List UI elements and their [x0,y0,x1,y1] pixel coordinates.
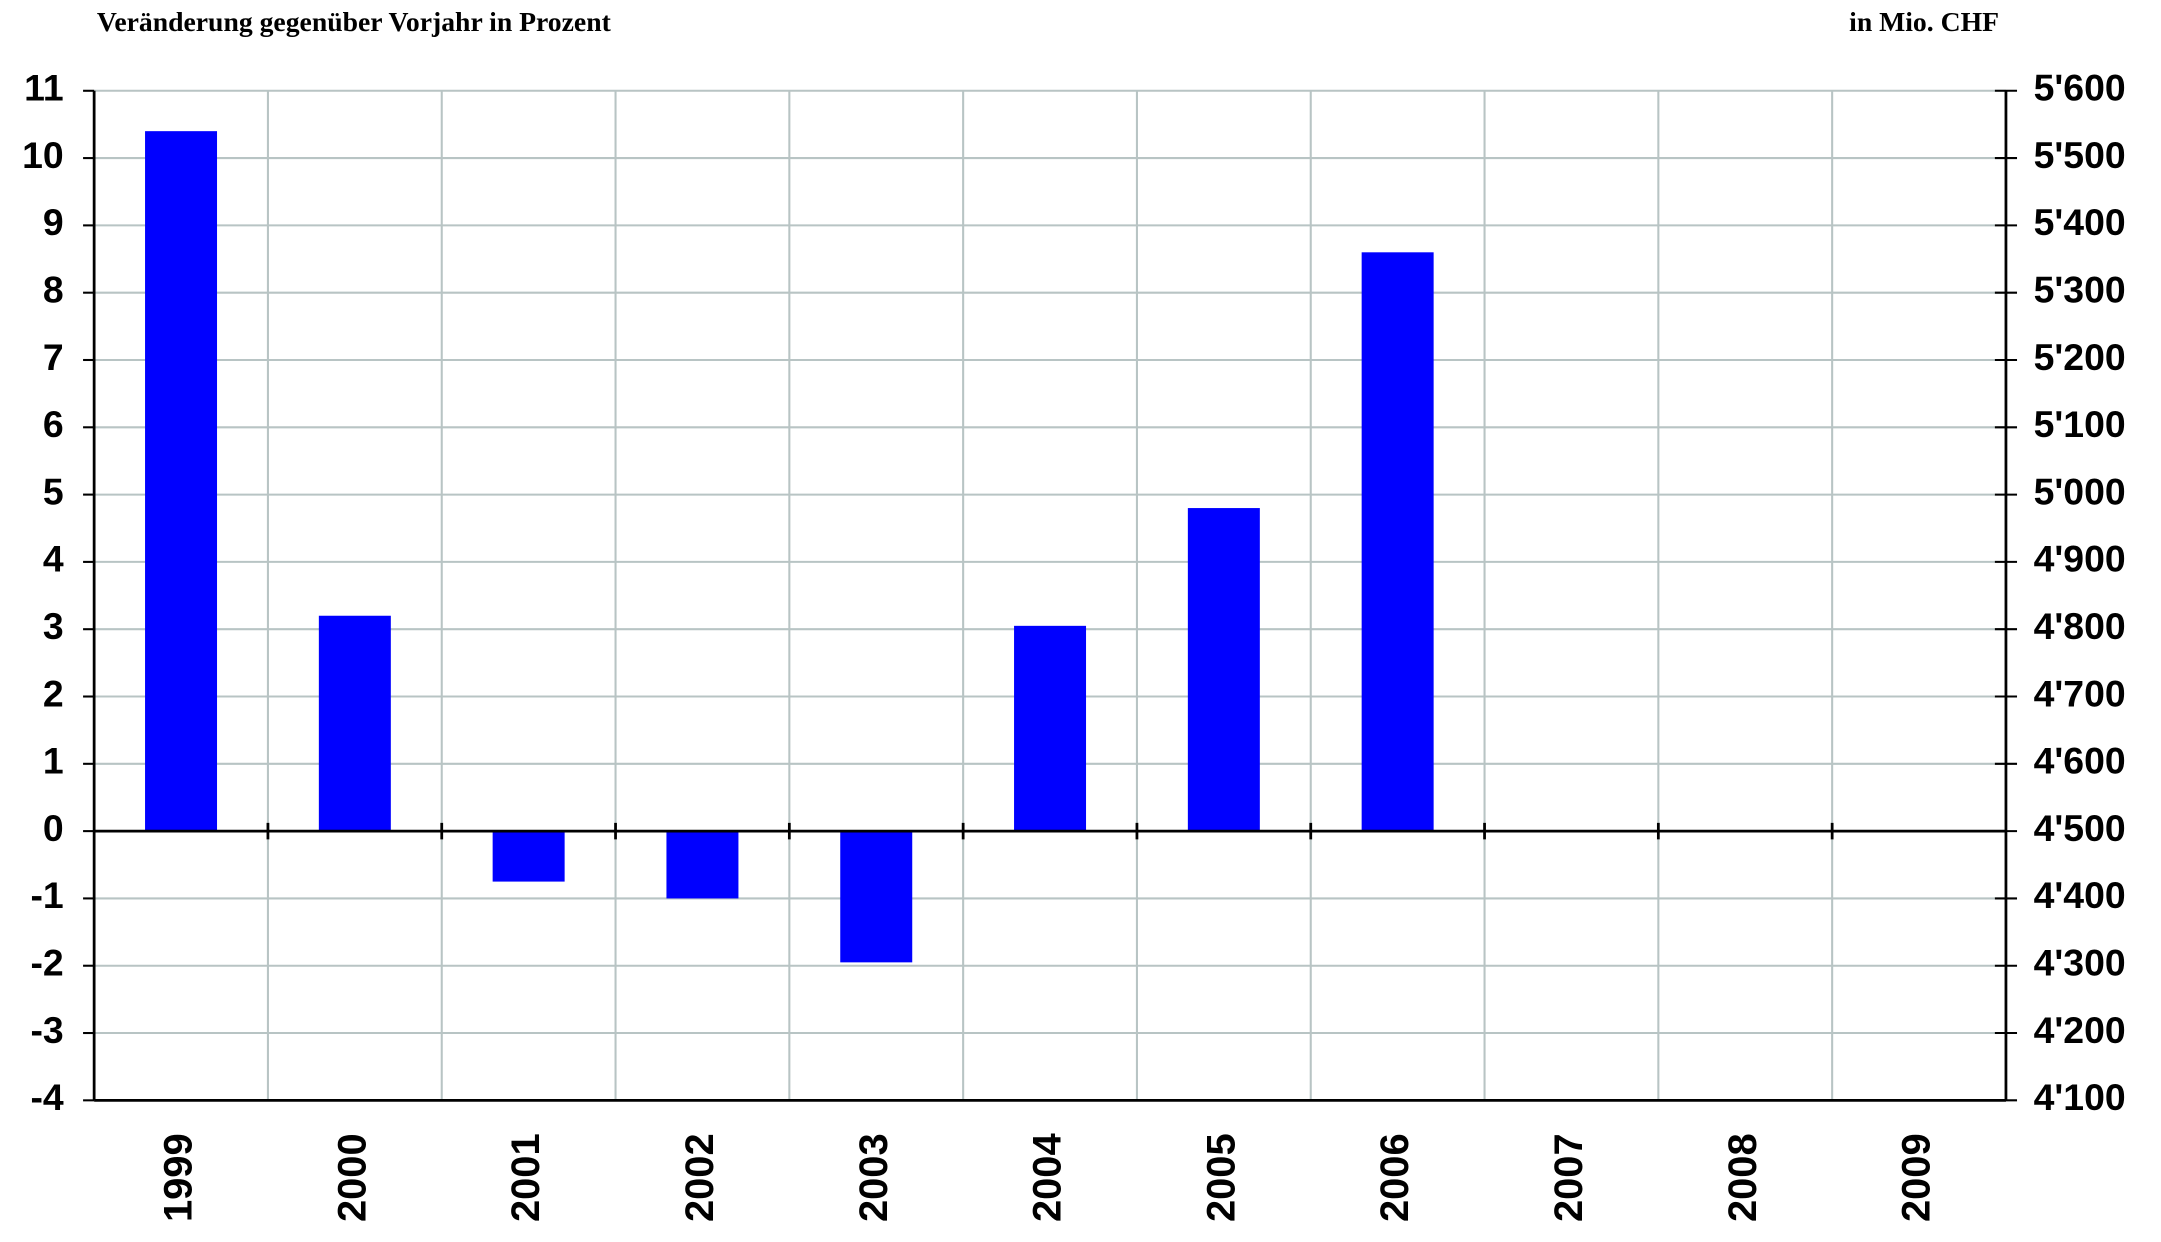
y-tick-label: 7 [43,336,64,378]
y-tick-label: -1 [30,874,63,916]
y-tick-label: 8 [43,269,64,311]
bar [666,831,739,899]
x-tick-label: 2009 [1895,1133,1939,1222]
y2-tick-label: 4'600 [2034,740,2126,782]
y-tick-label: -4 [30,1076,64,1118]
y-tick-label: 9 [43,201,64,243]
bar [318,615,391,832]
bar [1014,625,1087,832]
x-tick-label: 2008 [1721,1133,1765,1222]
y-tick-label: -2 [30,942,63,984]
y2-tick-label: 5'600 [2034,67,2126,109]
chart-title: Veränderung gegenüber Vorjahr in Prozent [97,6,612,37]
x-tick-label: 2006 [1373,1133,1417,1222]
bar [1361,252,1434,832]
y-tick-label: 10 [22,134,64,176]
y2-tick-label: 4'700 [2034,672,2126,714]
y-tick-label: 5 [43,471,64,513]
y-tick-label: 4 [43,538,64,580]
y2-tick-label: 5'300 [2034,269,2126,311]
y2-tick-label: 4'200 [2034,1009,2126,1051]
y-tick-label: -3 [30,1009,63,1051]
y2-tick-label: 5'000 [2034,471,2126,513]
y2-tick-label: 5'100 [2034,403,2126,445]
y2-tick-label: 4'500 [2034,807,2126,849]
x-tick-label: 2005 [1199,1133,1243,1222]
bar [840,831,913,963]
y2-tick-label: 4'400 [2034,874,2126,916]
y-tick-label: 0 [43,807,64,849]
y2-tick-label: 4'900 [2034,538,2126,580]
x-tick-label: 2003 [852,1133,896,1222]
x-tick-label: 2000 [330,1133,374,1222]
y-tick-label: 1 [43,740,64,782]
x-tick-label: 2004 [1026,1133,1070,1222]
y2-tick-label: 4'100 [2034,1076,2126,1118]
x-tick-label: 2001 [504,1133,548,1222]
y-tick-label: 2 [43,672,64,714]
x-tick-label: 2002 [678,1133,722,1222]
y2-tick-label: 4'800 [2034,605,2126,647]
bar [145,131,218,832]
y-tick-label: 3 [43,605,64,647]
x-tick-label: 2007 [1547,1133,1591,1222]
bar [492,831,565,882]
bar [1187,508,1260,832]
y2-axis-label: in Mio. CHF [1849,6,1999,37]
y2-tick-label: 5'200 [2034,336,2126,378]
y2-tick-label: 5'400 [2034,201,2126,243]
y-tick-label: 6 [43,403,64,445]
y-tick-label: 11 [24,67,64,109]
y2-tick-label: 4'300 [2034,942,2126,984]
x-tick-label: 1999 [157,1133,201,1222]
y2-tick-label: 5'500 [2034,134,2126,176]
